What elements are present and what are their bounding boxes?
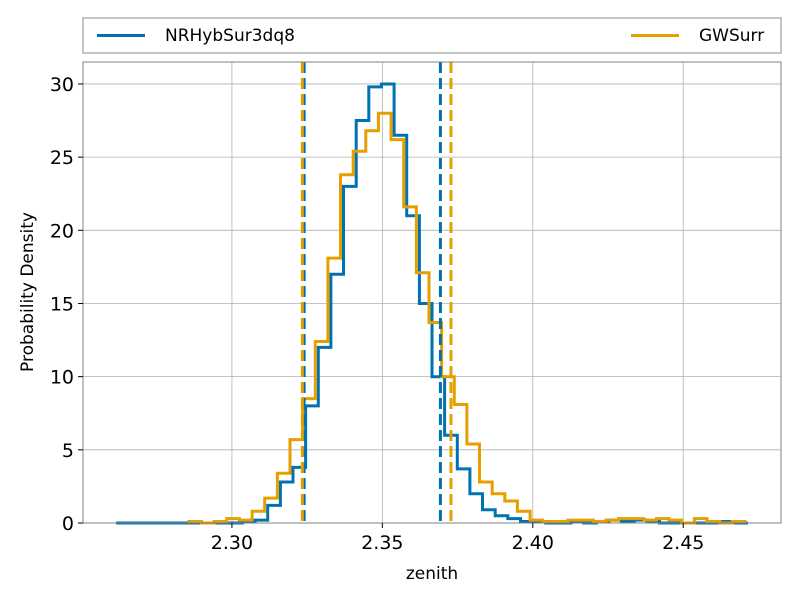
histogram-gwsurr [187,111,747,525]
x-tick-label: 2.45 [662,532,704,554]
series-layer [116,62,748,525]
plot-area: 2.30 2.35 2.40 2.45 0 5 10 15 20 25 30 [50,61,782,554]
x-tick-label: 2.40 [512,532,554,554]
legend-label-nrhybsur3dq8: NRHybSur3dq8 [165,26,295,46]
x-tick-label: 2.30 [211,532,253,554]
legend: NRHybSur3dq8 GWSurr [82,17,782,54]
plot-frame [82,61,782,524]
y-axis-label: Probability Density [18,212,38,372]
y-tick-label: 25 [50,147,74,169]
y-tick-label: 15 [50,293,74,315]
y-tick-label: 30 [50,74,74,96]
y-tick-label: 5 [62,440,74,462]
y-tick-label: 10 [50,367,74,389]
axis-ticks: 2.30 2.35 2.40 2.45 0 5 10 15 20 25 30 [50,74,705,554]
y-tick-label: 20 [50,220,74,242]
x-tick-label: 2.35 [361,532,403,554]
x-axis-label: zenith [406,564,458,584]
legend-label-gwsurr: GWSurr [699,26,764,46]
y-tick-label: 0 [62,513,74,535]
